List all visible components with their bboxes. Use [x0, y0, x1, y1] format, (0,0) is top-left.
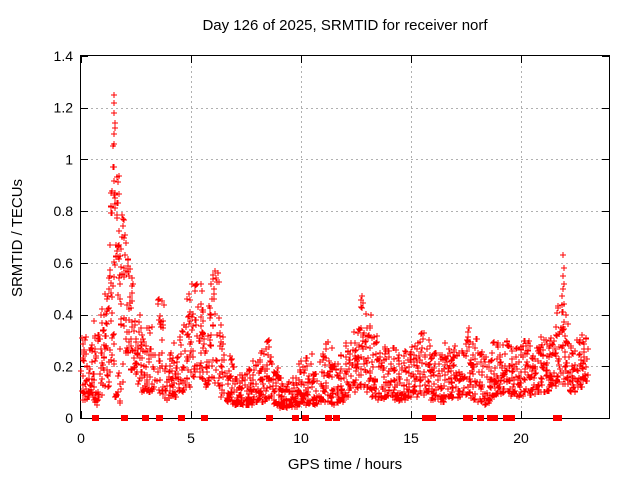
y-tick-label: 1.4	[54, 48, 74, 64]
zero-line-mark	[302, 415, 309, 421]
y-tick-label: 1	[65, 151, 73, 167]
zero-line-mark	[121, 415, 128, 421]
zero-line-mark	[422, 415, 429, 421]
y-tick-label: 1.2	[54, 100, 74, 116]
chart-title: Day 126 of 2025, SRMTID for receiver nor…	[202, 17, 488, 34]
y-tick-label: 0.6	[54, 255, 74, 271]
scatter-points	[78, 92, 591, 411]
grid-lines	[81, 56, 609, 418]
zero-line-mark	[429, 415, 436, 421]
y-tick-label: 0.4	[54, 307, 74, 323]
zero-line-mark	[266, 415, 273, 421]
x-tick-label: 10	[293, 430, 309, 446]
x-axis-label: GPS time / hours	[287, 456, 403, 473]
plot-frame	[80, 55, 610, 419]
y-tick-label: 0.2	[54, 358, 74, 374]
y-tick-label: 0	[65, 410, 73, 426]
zero-line-mark	[333, 415, 340, 421]
x-tick-label: 15	[403, 430, 419, 446]
zero-line-mark	[487, 415, 498, 421]
zero-line-mark	[503, 415, 515, 421]
x-tick-label: 20	[513, 430, 529, 446]
x-tick-label: 5	[187, 430, 195, 446]
zero-line-mark	[92, 415, 99, 421]
zero-line-mark	[142, 415, 149, 421]
axis-ticks	[81, 56, 609, 419]
zero-line-mark	[463, 415, 473, 421]
x-tick-label: 0	[77, 430, 85, 446]
zero-line-mark	[201, 415, 208, 421]
zero-line-mark	[325, 415, 332, 421]
y-tick-label: 0.8	[54, 203, 74, 219]
zero-line-mark	[178, 415, 185, 421]
zero-line-mark	[477, 415, 484, 421]
zero-line-mark	[553, 415, 562, 421]
zero-line-mark	[292, 415, 299, 421]
zero-line-mark	[156, 415, 163, 421]
